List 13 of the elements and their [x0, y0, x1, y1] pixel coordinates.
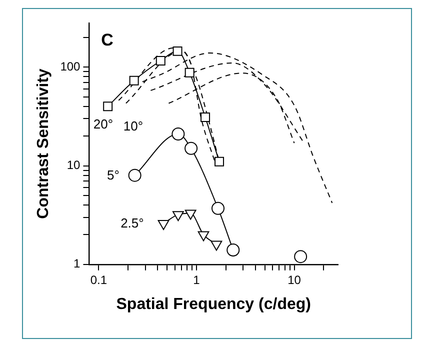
y-tick-label: 100: [60, 59, 81, 74]
x-tick-label: 10: [288, 272, 302, 287]
annotation: 10°: [123, 118, 144, 134]
y-axis-title: Contrast Sensitivity: [35, 68, 52, 219]
x-axis-title: Spatial Frequency (c/deg): [116, 296, 311, 313]
y-tick-label: 10: [66, 158, 81, 172]
annotation: C: [101, 30, 114, 50]
annotation: 20°: [93, 116, 114, 132]
x-tick-label: 1: [193, 272, 200, 287]
x-tick-label: 0.1: [90, 272, 108, 287]
y-tick-label: 1: [74, 256, 81, 271]
annotation: 5°: [107, 168, 120, 183]
annotation: 2.5°: [120, 216, 144, 231]
